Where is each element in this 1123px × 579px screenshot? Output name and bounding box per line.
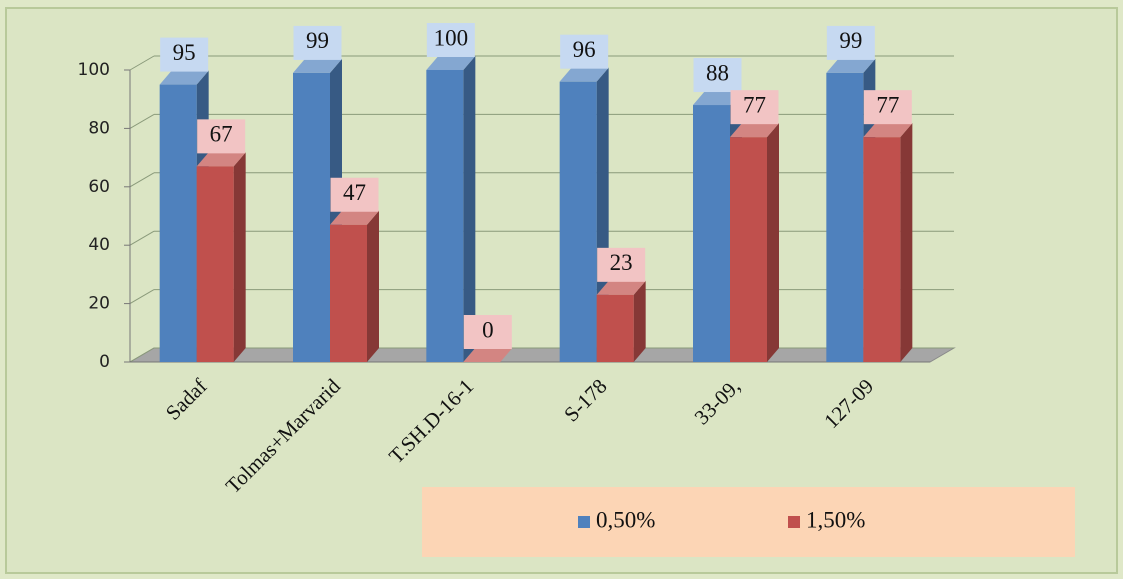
bar-top	[463, 348, 513, 362]
bar-front	[863, 137, 901, 362]
bar-top	[196, 152, 246, 167]
y-tick-label: 20	[88, 294, 110, 314]
y-tick-label: 100	[78, 60, 110, 80]
bar-front	[730, 137, 767, 362]
bar	[596, 280, 646, 362]
bar-top	[826, 58, 876, 73]
bar-top	[596, 280, 646, 295]
bar-top	[863, 123, 913, 138]
bar	[196, 152, 246, 362]
y-tick-label: 80	[88, 118, 110, 138]
bar-top	[330, 210, 379, 225]
value-label-box	[463, 315, 512, 349]
value-label-box	[293, 25, 342, 60]
legend-label: 0,50%	[596, 507, 655, 532]
value-label: 47	[343, 180, 366, 205]
grid-depth	[129, 347, 155, 363]
value-label: 23	[610, 250, 633, 275]
grid-depth	[129, 230, 155, 246]
value-label: 100	[434, 25, 469, 50]
y-tick-label: 60	[88, 177, 110, 197]
bar-front	[826, 72, 864, 363]
grid-depth	[129, 289, 155, 305]
value-label: 77	[876, 92, 899, 117]
bar-front	[293, 72, 330, 363]
bar-side	[367, 210, 379, 362]
legend-label: 1,50%	[806, 507, 865, 532]
value-label: 96	[573, 37, 596, 62]
bar	[863, 123, 913, 362]
value-label-box	[560, 34, 609, 69]
bar-top	[426, 56, 476, 70]
bar-top	[559, 67, 609, 82]
value-label: 95	[173, 40, 196, 65]
bar-front	[159, 84, 197, 362]
value-label: 77	[743, 92, 766, 117]
legend-box	[422, 487, 1075, 557]
value-label: 99	[306, 28, 329, 53]
bar	[730, 123, 779, 362]
bar-front	[693, 105, 730, 362]
legend-swatch	[578, 516, 590, 528]
y-tick-label: 0	[99, 352, 110, 372]
bar-front	[596, 294, 634, 362]
value-label-box	[863, 90, 912, 125]
value-label-box	[693, 58, 742, 93]
bar	[330, 210, 379, 362]
bar-front	[196, 166, 234, 362]
bar-top	[159, 70, 209, 85]
value-label: 67	[210, 122, 233, 147]
bar-top	[730, 123, 779, 138]
bar-front	[426, 70, 464, 362]
value-label-box	[330, 177, 379, 212]
value-label-box	[197, 119, 246, 154]
grid-depth	[129, 172, 155, 188]
bar	[426, 56, 476, 362]
bar-side	[633, 280, 646, 362]
value-label-box	[160, 37, 209, 72]
value-label-box	[597, 247, 646, 282]
bar	[463, 348, 513, 363]
bar-top	[693, 91, 742, 106]
bar-side	[463, 56, 476, 362]
grid-depth	[129, 113, 155, 129]
bar-side	[233, 152, 246, 362]
bar-side	[767, 123, 779, 362]
grid-depth	[129, 55, 155, 71]
value-label-box	[826, 25, 875, 60]
legend-swatch	[788, 516, 800, 528]
value-label-box	[426, 23, 475, 57]
value-label: 88	[706, 60, 729, 85]
value-label-box	[730, 90, 779, 125]
bar-front	[559, 81, 597, 363]
y-tick-label: 40	[88, 235, 110, 255]
value-label: 99	[839, 28, 862, 53]
bar-side	[900, 123, 913, 362]
bar-top	[293, 58, 342, 73]
value-label: 0	[482, 317, 494, 342]
bar-front	[330, 224, 367, 362]
